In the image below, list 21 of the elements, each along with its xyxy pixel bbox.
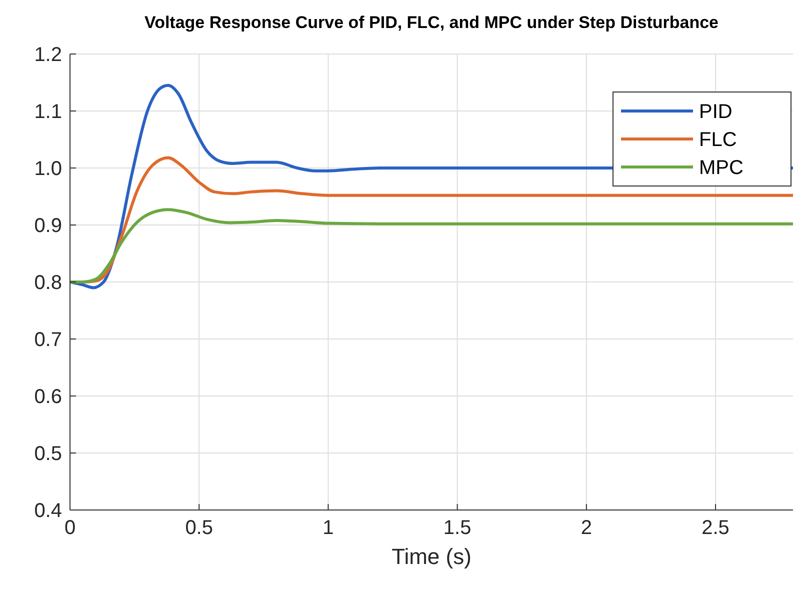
legend-label: PID <box>699 101 732 123</box>
y-tick-label: 0.4 <box>34 500 62 522</box>
x-tick-label: 1.5 <box>443 517 472 539</box>
x-axis-title: Time (s) <box>392 544 472 569</box>
y-tick-label: 0.9 <box>34 215 62 237</box>
x-tick-label: 1 <box>322 517 334 539</box>
legend-label: FLC <box>699 129 737 151</box>
y-tick-label: 1.0 <box>34 158 62 180</box>
y-tick-label: 0.7 <box>34 329 62 351</box>
chart-title: Voltage Response Curve of PID, FLC, and MPC under Step Disturbance <box>144 13 718 32</box>
x-tick-label: 0.5 <box>185 517 214 539</box>
y-tick-label: 1.1 <box>34 101 62 123</box>
x-tick-label: 2 <box>580 517 592 539</box>
y-tick-label: 0.5 <box>34 443 62 465</box>
y-tick-label: 0.8 <box>34 272 62 294</box>
line-series <box>70 208 793 284</box>
legend-label: MPC <box>699 157 744 179</box>
y-tick-label: 0.6 <box>34 386 62 408</box>
x-tick-label: 2.5 <box>702 517 730 539</box>
x-tick-label: 0 <box>64 517 76 539</box>
y-tick-label: 1.2 <box>34 44 62 66</box>
